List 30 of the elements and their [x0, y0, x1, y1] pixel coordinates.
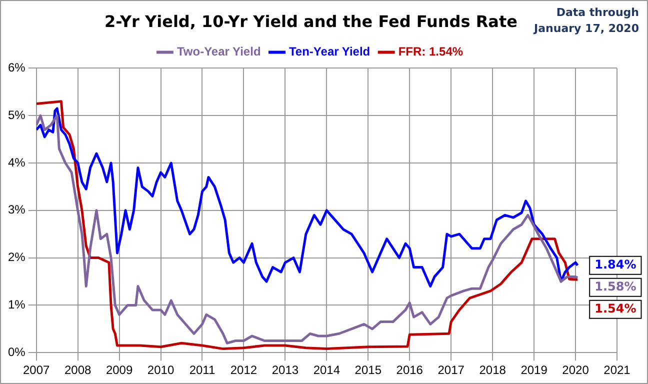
chart-title: 2-Yr Yield, 10-Yr Yield and the Fed Funds Rate — [104, 12, 518, 31]
text: Data through January 17, 2020 — [532, 5, 639, 37]
x-tick-label: 2012 — [230, 363, 258, 378]
x-tick-label: 2009 — [106, 363, 133, 378]
legend-label: Ten-Year Yield — [288, 44, 370, 59]
x-tick-label: 2016 — [396, 363, 424, 378]
x-tick-label: 2007 — [22, 363, 50, 378]
y-tick-label: 1% — [8, 298, 26, 312]
x-tick-label: 2017 — [438, 363, 465, 378]
data-label: 1.58% — [594, 280, 636, 294]
y-tick-label: 5% — [8, 108, 26, 122]
y-tick-label: 2% — [8, 250, 26, 264]
x-tick-label: 2010 — [147, 363, 174, 378]
y-tick-label: 4% — [8, 155, 26, 170]
x-tick-label: 2014 — [313, 363, 340, 378]
data-label: 1.84% — [594, 258, 636, 272]
x-tick-label: 2021 — [604, 363, 631, 378]
legend-label: Two-Year Yield — [176, 44, 261, 59]
y-tick-label: 6% — [8, 60, 26, 75]
y-tick-label: 0% — [8, 344, 26, 359]
x-tick-label: 2020 — [562, 363, 590, 378]
x-tick-label: 2018 — [479, 363, 506, 378]
x-tick-label: 2008 — [64, 363, 92, 378]
data-label: 1.54% — [594, 302, 636, 316]
y-tick-label: 3% — [8, 202, 26, 217]
x-tick-label: 2015 — [354, 363, 382, 378]
x-tick-label: 2019 — [520, 363, 548, 378]
x-tick-label: 2013 — [272, 363, 299, 378]
legend-label: FFR: 1.54% — [398, 44, 464, 59]
x-tick-label: 2011 — [189, 363, 216, 378]
